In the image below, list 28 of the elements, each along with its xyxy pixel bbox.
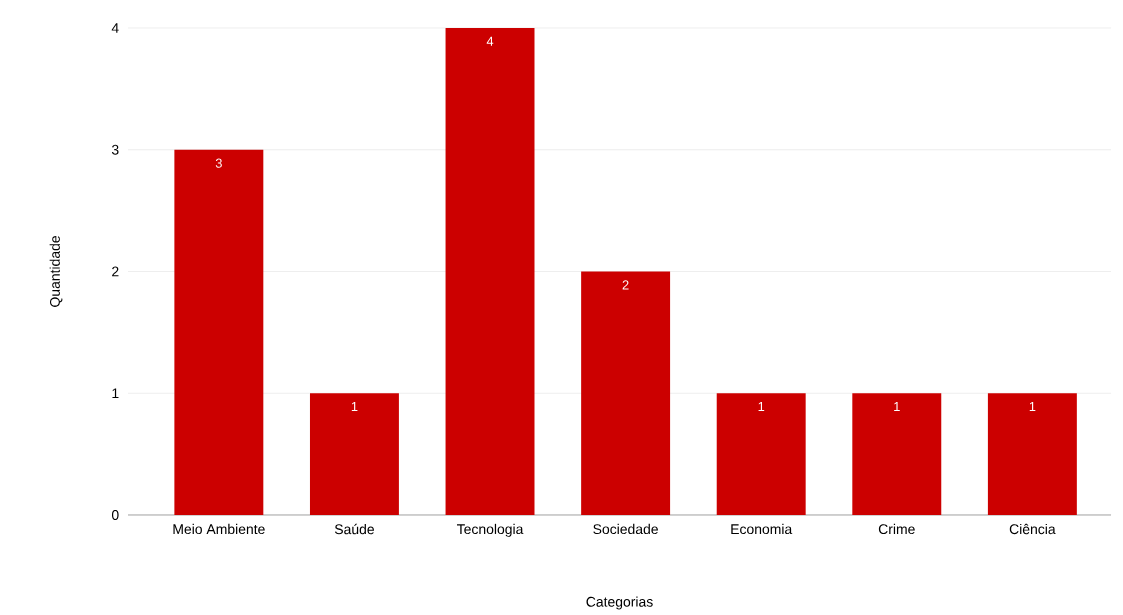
y-tick-label: 0 bbox=[111, 510, 119, 520]
bar bbox=[581, 271, 671, 515]
data-label: 1 bbox=[894, 402, 900, 411]
x-axis-title: Categorias bbox=[586, 596, 653, 610]
x-tick-label: Sociedade bbox=[593, 523, 658, 535]
x-tick-label: Meio Ambiente bbox=[173, 523, 265, 535]
bar bbox=[852, 393, 942, 515]
data-label: 1 bbox=[758, 402, 765, 411]
data-label: 2 bbox=[622, 280, 629, 290]
x-tick-label: Saúde bbox=[334, 523, 374, 535]
y-tick-label: 1 bbox=[112, 388, 119, 399]
bar bbox=[716, 393, 806, 515]
x-tick-label: Crime bbox=[878, 523, 915, 535]
y-tick-label: 4 bbox=[111, 23, 119, 33]
x-tick-label: Tecnologia bbox=[457, 523, 524, 537]
y-tick-label: 2 bbox=[112, 266, 119, 277]
y-axis-title: Quantidade bbox=[49, 236, 63, 307]
data-label: 4 bbox=[486, 36, 494, 46]
data-label: 1 bbox=[1029, 402, 1036, 411]
x-tick-label: Economia bbox=[731, 523, 793, 535]
bar bbox=[445, 27, 535, 515]
y-tick-label: 3 bbox=[111, 144, 119, 155]
data-label: 3 bbox=[215, 158, 222, 168]
bar bbox=[309, 393, 399, 515]
bar bbox=[987, 393, 1077, 515]
data-label: 1 bbox=[351, 402, 358, 411]
x-tick-label: Ciência bbox=[1009, 523, 1056, 535]
bar bbox=[174, 149, 264, 515]
